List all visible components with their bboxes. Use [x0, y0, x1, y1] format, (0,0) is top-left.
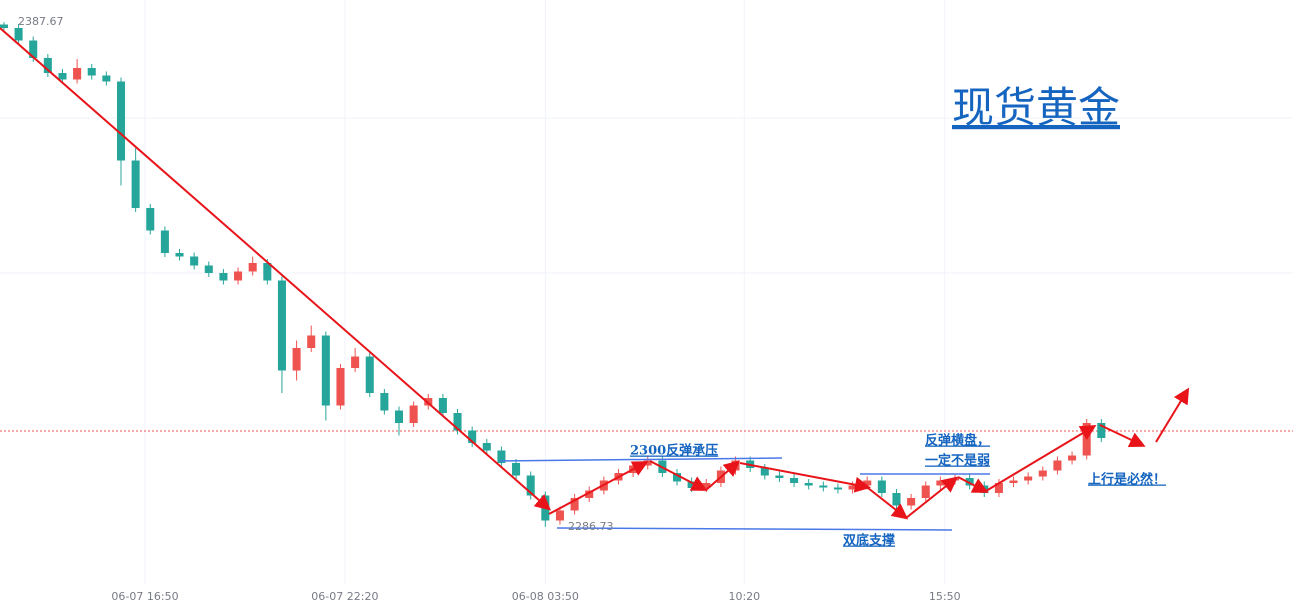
candle-body [1053, 460, 1062, 471]
candle-body [512, 463, 521, 476]
candle-body [672, 473, 682, 482]
candle-body [394, 410, 404, 423]
candle-body [190, 256, 199, 266]
candle-body [43, 58, 52, 73]
candle-body [468, 430, 477, 443]
candle-body [482, 443, 491, 451]
candle-body [453, 413, 462, 431]
annotation: 一定不是弱 [925, 453, 990, 469]
candle-body [804, 483, 813, 486]
x-tick-label: 06-07 16:50 [111, 590, 178, 600]
candle-body [790, 478, 799, 483]
candle-body [87, 68, 96, 76]
candle-body [541, 495, 550, 521]
candle-body [116, 81, 126, 161]
candle-body [921, 485, 930, 498]
candle-body [936, 480, 945, 486]
x-tick-label: 06-07 22:20 [311, 590, 378, 600]
candle-body [424, 398, 433, 406]
candle-body [14, 28, 23, 41]
annotation: 双底支撑 [843, 533, 895, 549]
candle-body [497, 450, 506, 463]
candle-body [204, 265, 213, 273]
resistance-line [499, 457, 783, 462]
candle-body [994, 483, 1003, 493]
candle-body [248, 263, 257, 272]
candle-body [234, 271, 243, 281]
candle-body [877, 480, 886, 493]
candle-body [585, 490, 594, 498]
candle-body [1038, 470, 1047, 477]
x-tick-label: 15:50 [929, 590, 961, 600]
candle-body [29, 40, 38, 58]
candle-body [263, 263, 272, 281]
candle-body [380, 393, 389, 411]
annotation: 2300反弹承压 [630, 443, 718, 459]
candle-body [307, 335, 316, 348]
trend-arrows [0, 27, 1190, 520]
candle-body [365, 356, 374, 393]
candle-body [336, 368, 345, 406]
candle-body [73, 68, 82, 80]
candle-body [819, 485, 828, 488]
candle-body [833, 487, 842, 490]
x-tick-label: 10:20 [728, 590, 760, 600]
annotation: 反弹横盘， [925, 433, 990, 449]
candle-body [907, 498, 916, 506]
candle-body [965, 478, 974, 486]
candle-body [1082, 423, 1091, 456]
candle-body [146, 208, 155, 231]
candle-body [1097, 423, 1106, 438]
annotation: 上行是必然！ [1088, 472, 1166, 488]
x-tick-label: 06-08 03:50 [512, 590, 579, 600]
candle-body [863, 480, 872, 486]
candle-body [760, 468, 769, 476]
candle-body [351, 356, 360, 368]
candle-body [438, 398, 447, 413]
candle-body [160, 230, 169, 253]
candle-body [292, 348, 301, 371]
chart-title: 现货黄金 [952, 83, 1120, 132]
candle-body [526, 475, 535, 496]
candle-body [775, 475, 784, 478]
candle-body [321, 335, 330, 406]
candle-body [409, 405, 418, 423]
candle-body [277, 280, 286, 371]
candle-body [58, 73, 67, 80]
candle-body [892, 493, 901, 506]
candle-body [219, 273, 228, 281]
candle-body [131, 160, 140, 208]
low-label: 2286.73 [568, 520, 614, 533]
support-line [556, 527, 953, 531]
candle-body [0, 24, 8, 28]
candle-body [102, 75, 111, 82]
candle-body [1024, 476, 1033, 481]
candle-body [570, 498, 579, 511]
candle-body [848, 485, 857, 490]
candle-body [1068, 455, 1077, 461]
candle-body [555, 510, 564, 521]
candle-body [175, 253, 184, 257]
candle-body [1009, 480, 1018, 483]
high-label: 2387.67 [18, 15, 64, 28]
